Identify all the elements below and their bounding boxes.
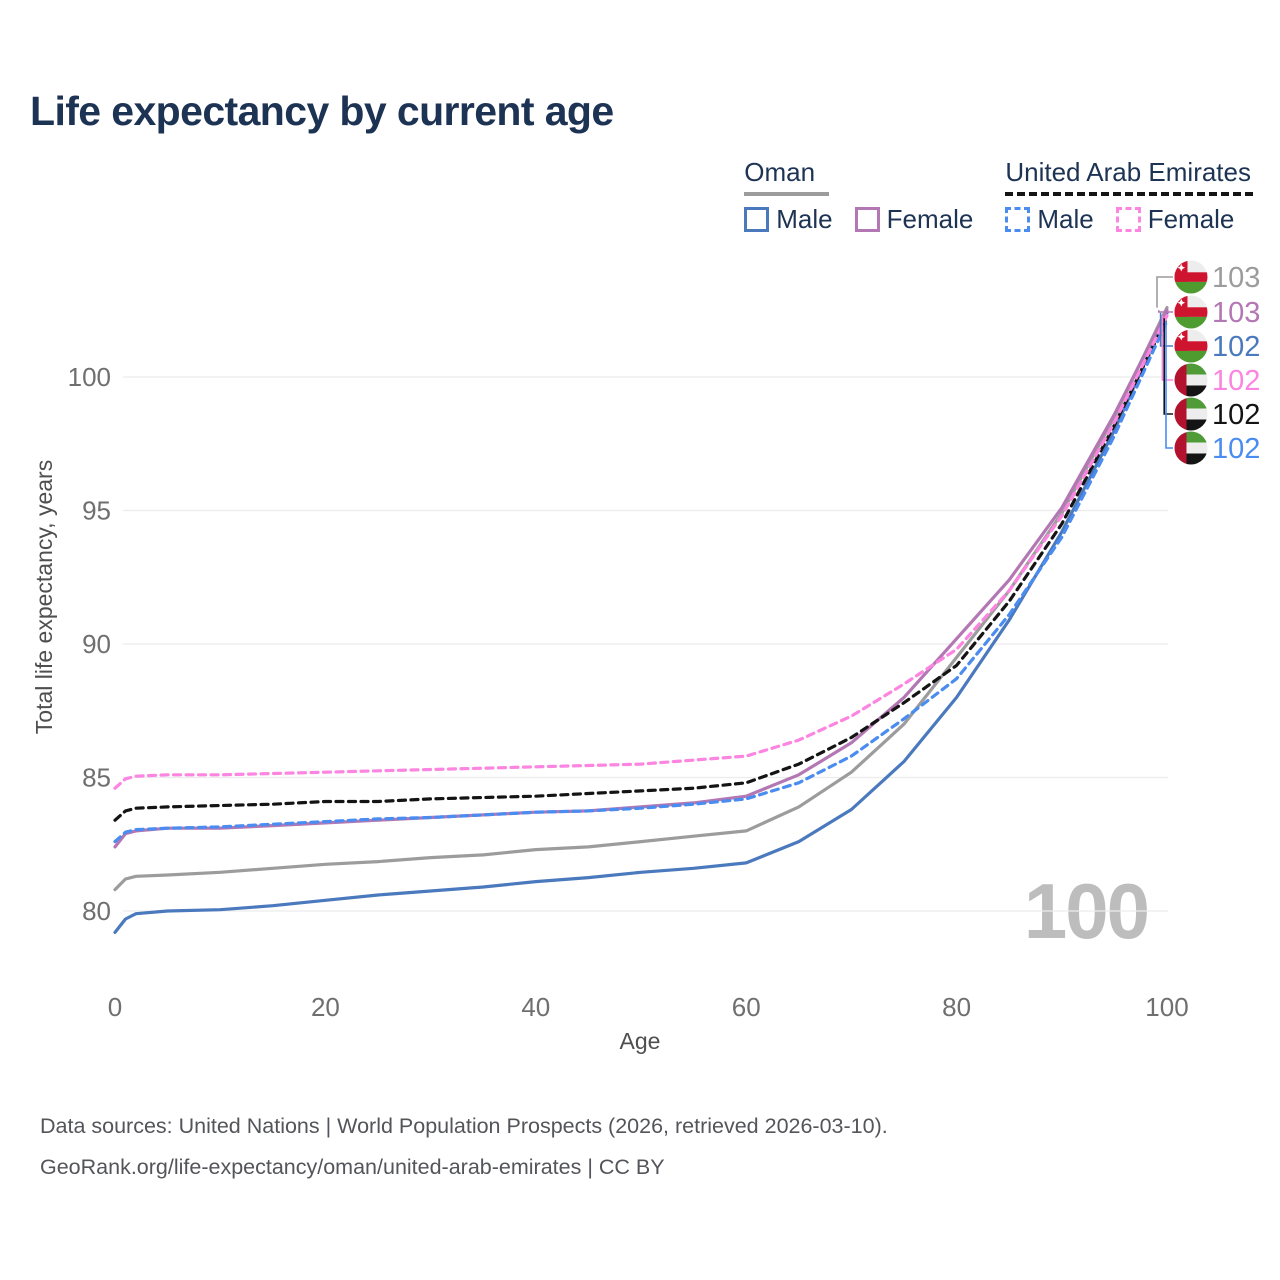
end-label-connector bbox=[1158, 310, 1173, 313]
legend-item-oman-male[interactable]: Male bbox=[744, 203, 833, 235]
series-line-uae-female[interactable] bbox=[113, 314, 1169, 790]
x-tick-label: 0 bbox=[108, 992, 122, 1022]
x-axis-title: Age bbox=[620, 1028, 661, 1054]
solid-line-swatch-icon bbox=[854, 206, 880, 232]
end-label-connector bbox=[1165, 320, 1173, 449]
oman-flag-icon bbox=[1174, 260, 1208, 294]
series-line-uae-total[interactable] bbox=[113, 316, 1169, 822]
x-tick-label: 80 bbox=[942, 992, 971, 1022]
legend-group-uae: United Arab Emirates Male Female bbox=[1005, 158, 1253, 235]
legend-item-uae-female[interactable]: Female bbox=[1115, 203, 1235, 235]
dashed-line-swatch-icon bbox=[1115, 206, 1141, 232]
y-tick-label: 95 bbox=[82, 496, 111, 526]
data-sources-line: Data sources: United Nations | World Pop… bbox=[40, 1114, 888, 1138]
uae-flag-icon bbox=[1174, 431, 1208, 465]
end-label-connector bbox=[1163, 318, 1173, 415]
series-line-oman-female[interactable] bbox=[113, 308, 1169, 849]
legend-label: Male bbox=[1037, 203, 1094, 234]
end-label-value: 103 bbox=[1212, 262, 1260, 294]
legend-items-oman: Male Female bbox=[744, 204, 973, 235]
page-title: Life expectancy by current age bbox=[30, 88, 614, 134]
end-label-value: 102 bbox=[1212, 365, 1260, 397]
uae-flag-icon bbox=[1174, 397, 1208, 431]
attribution-line: GeoRank.org/life-expectancy/oman/united-… bbox=[40, 1155, 665, 1179]
end-label-value: 102 bbox=[1212, 433, 1260, 465]
legend-item-uae-male[interactable]: Male bbox=[1005, 203, 1094, 235]
series-line-uae-male[interactable] bbox=[113, 319, 1169, 844]
y-axis-title: Total life expectancy, years bbox=[31, 460, 57, 734]
legend-country-uae[interactable]: United Arab Emirates bbox=[1005, 158, 1253, 196]
end-label-value: 102 bbox=[1212, 331, 1260, 363]
end-label-value: 103 bbox=[1212, 297, 1260, 329]
series-line-oman-male[interactable] bbox=[113, 311, 1169, 935]
end-label-value: 102 bbox=[1212, 399, 1260, 431]
x-tick-label: 60 bbox=[732, 992, 761, 1022]
y-tick-label: 85 bbox=[82, 763, 111, 793]
legend-items-uae: Male Female bbox=[1005, 204, 1234, 235]
y-tick-label: 80 bbox=[82, 896, 111, 926]
end-label-connector bbox=[1156, 276, 1173, 308]
oman-flag-icon bbox=[1174, 295, 1208, 329]
chart-legend: Oman Male Female United Arab Emirates Ma… bbox=[744, 158, 1253, 235]
x-tick-label: 100 bbox=[1145, 992, 1188, 1022]
solid-line-swatch-icon bbox=[744, 206, 770, 232]
x-tick-label: 40 bbox=[521, 992, 550, 1022]
end-label-connector bbox=[1161, 315, 1173, 381]
legend-label: Female bbox=[1147, 203, 1235, 234]
legend-label: Female bbox=[886, 203, 974, 234]
x-tick-label: 20 bbox=[311, 992, 340, 1022]
legend-label: Male bbox=[776, 203, 833, 234]
legend-item-oman-female[interactable]: Female bbox=[854, 203, 974, 235]
series-line-oman-total[interactable] bbox=[113, 306, 1169, 892]
y-tick-label: 90 bbox=[82, 629, 111, 659]
dashed-line-swatch-icon bbox=[1005, 206, 1031, 232]
uae-flag-icon bbox=[1174, 363, 1208, 397]
chart-footer: Data sources: United Nations | World Pop… bbox=[40, 1106, 888, 1188]
legend-group-oman: Oman Male Female bbox=[744, 158, 973, 235]
legend-country-oman[interactable]: Oman bbox=[744, 158, 830, 196]
end-label-connector bbox=[1159, 312, 1173, 347]
y-tick-label: 100 bbox=[68, 362, 111, 392]
oman-flag-icon bbox=[1174, 329, 1208, 363]
